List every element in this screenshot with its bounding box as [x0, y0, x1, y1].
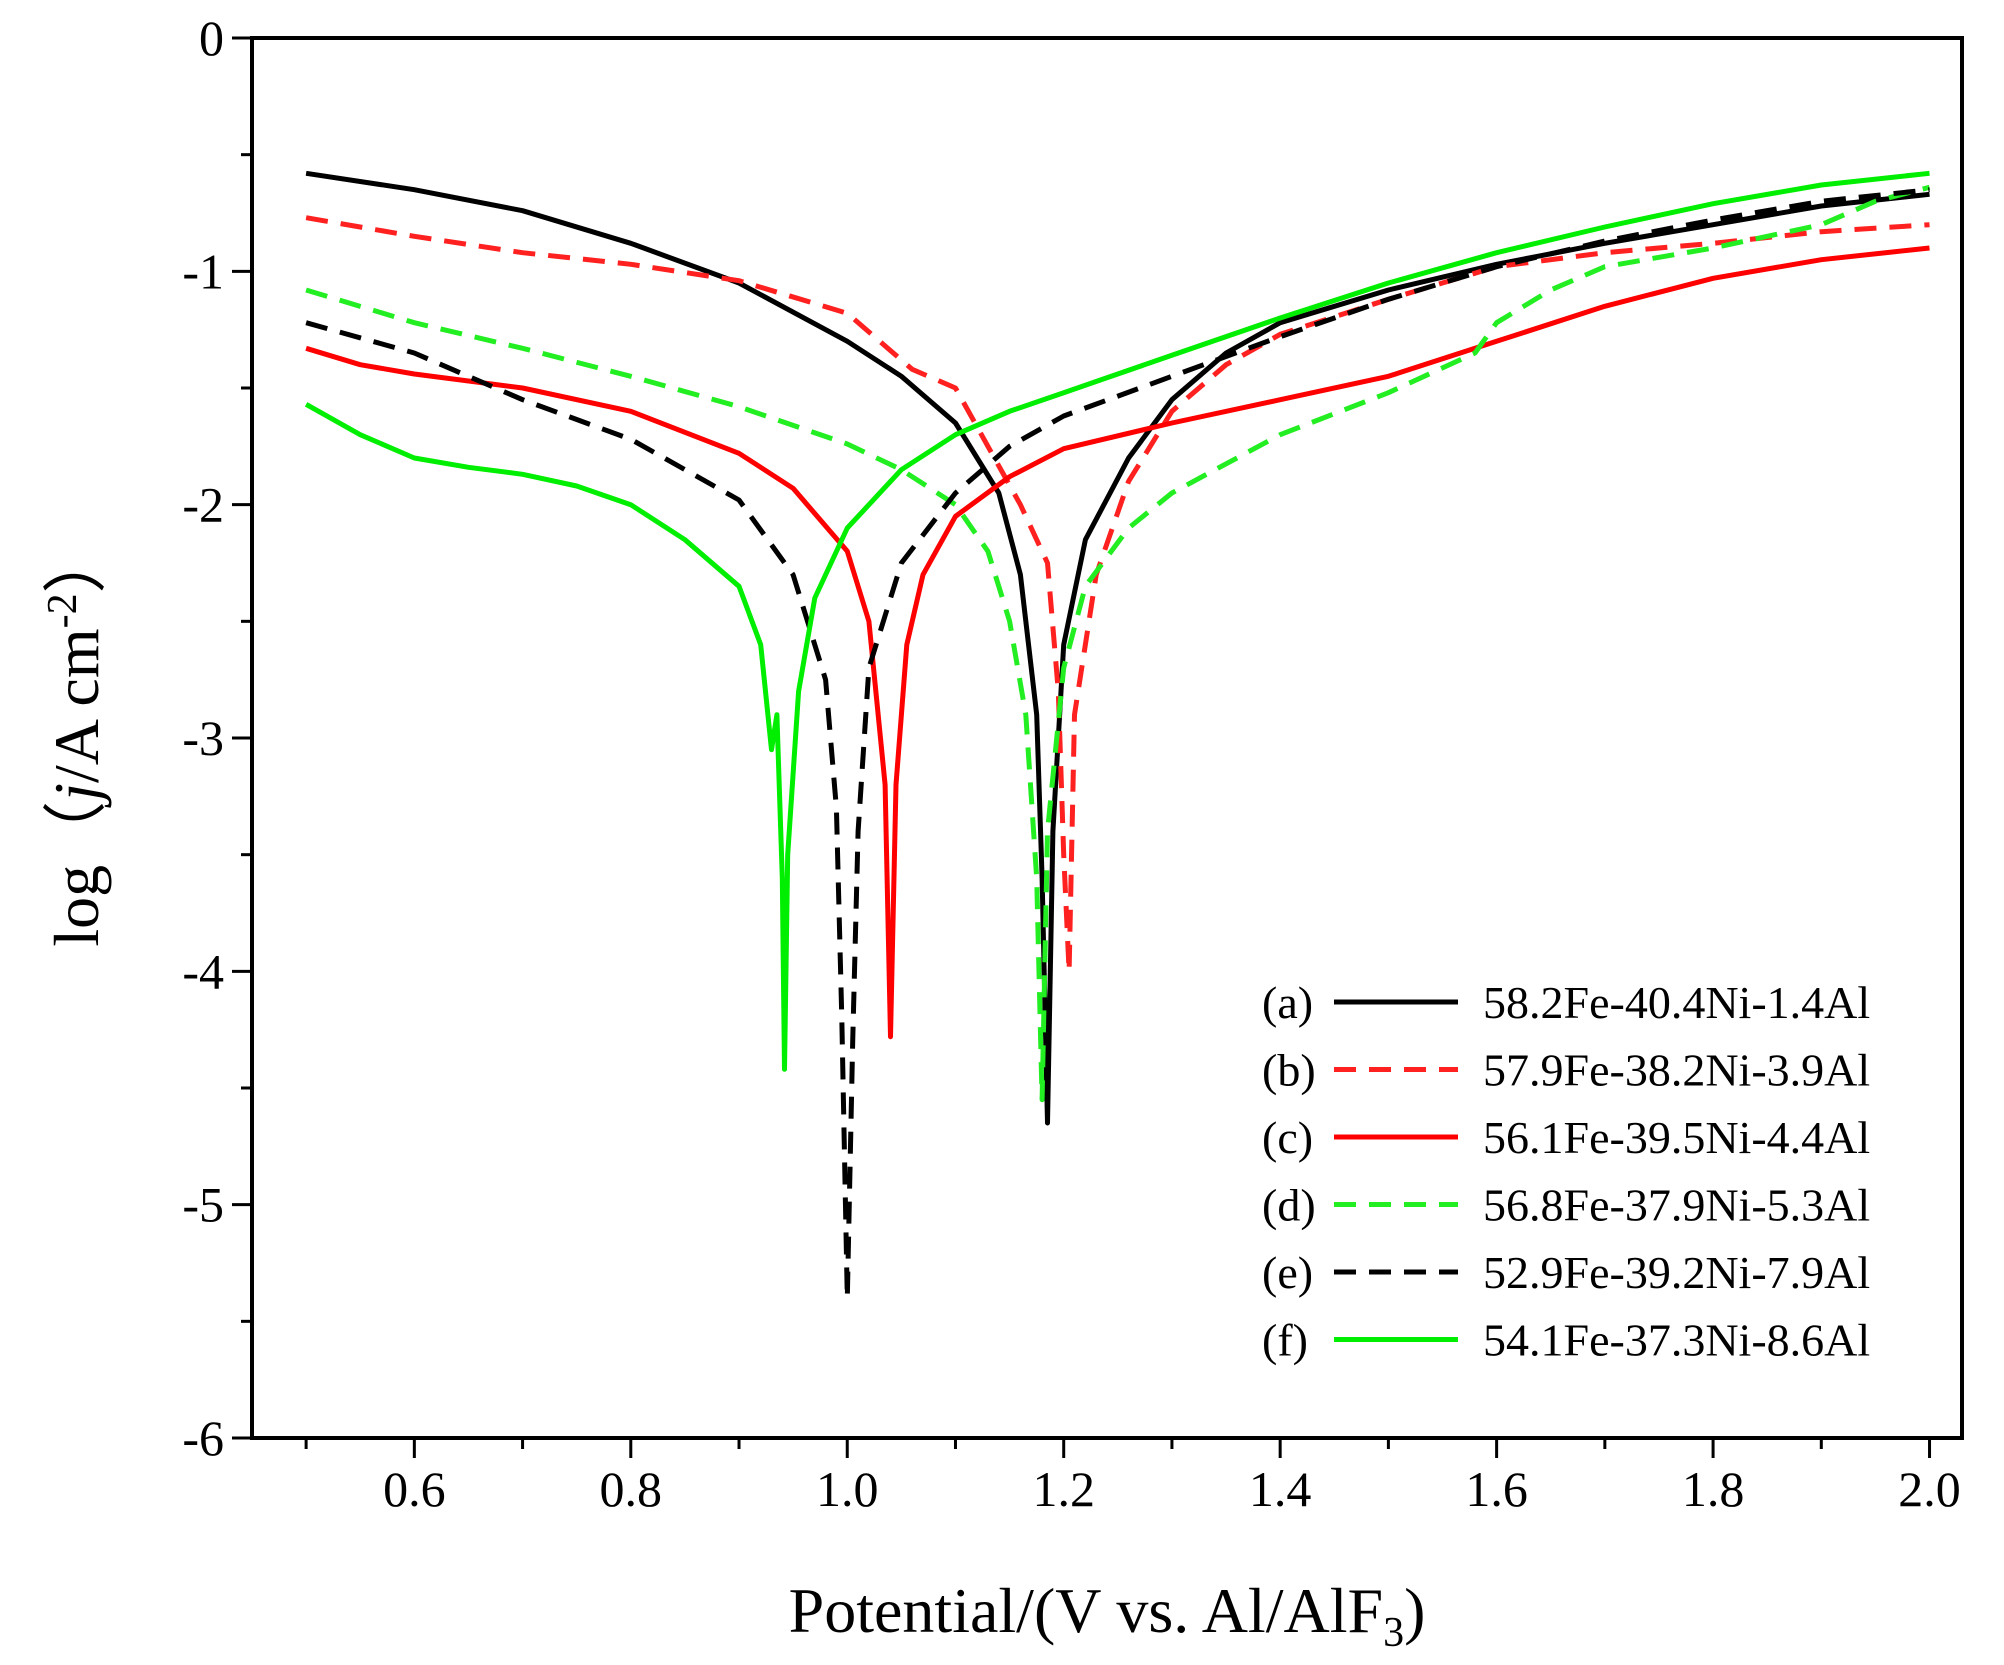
x-axis-title: Potential/(V vs. Al/AlF3)	[789, 1575, 1426, 1656]
series-line-6	[304, 170, 1930, 1072]
legend-tag: (f)	[1262, 1315, 1308, 1366]
series-line-4	[305, 184, 1931, 1103]
axis-ticks	[232, 36, 1932, 1458]
legend-label: 56.1Fe-39.5Ni-4.4Al	[1483, 1112, 1870, 1163]
y-tick-label: -5	[182, 1177, 224, 1233]
legend-tag: (e)	[1262, 1247, 1313, 1298]
legend-label: 57.9Fe-38.2Ni-3.9Al	[1483, 1045, 1870, 1096]
y-tick-label: -1	[182, 243, 224, 299]
series-group	[304, 170, 1931, 1301]
x-tick-label: 0.8	[600, 1461, 663, 1517]
y-tick-label: -2	[182, 477, 224, 533]
series-line-3	[305, 245, 1930, 1040]
legend-tag: (c)	[1262, 1112, 1313, 1163]
series-line-5	[305, 187, 1930, 1301]
x-tick-label: 0.6	[383, 1461, 446, 1517]
legend-label: 58.2Fe-40.4Ni-1.4Al	[1483, 977, 1870, 1028]
legend-label: 52.9Fe-39.2Ni-7.9Al	[1483, 1247, 1870, 1298]
legend-label: 54.1Fe-37.3Ni-8.6Al	[1483, 1315, 1870, 1366]
y-tick-label: -6	[182, 1410, 224, 1466]
y-tick-label: -3	[182, 710, 224, 766]
series-line-1	[305, 170, 1930, 1126]
legend-tag: (d)	[1262, 1180, 1316, 1231]
legend-tag: (a)	[1262, 977, 1313, 1028]
x-tick-label: 1.8	[1682, 1461, 1745, 1517]
x-tick-label: 1.6	[1465, 1461, 1528, 1517]
axis-tick-labels: 0.6 0.8 1.0 1.2 1.4 1.6 1.8 2.0 0 -1 -2 -3 -4 -5 -6	[182, 10, 1960, 1517]
legend: (a) 58.2Fe-40.4Ni-1.4Al (b) 57.9Fe-38.2Ni-3…	[1262, 977, 1870, 1366]
legend-label: 56.8Fe-37.9Ni-5.3Al	[1483, 1180, 1870, 1231]
legend-tag: (b)	[1262, 1045, 1316, 1096]
x-tick-label: 2.0	[1898, 1461, 1961, 1517]
x-tick-label: 1.0	[816, 1461, 879, 1517]
y-tick-label: 0	[199, 10, 224, 66]
y-axis-title: log（j/A cm-2）	[40, 529, 112, 946]
x-tick-label: 1.2	[1032, 1461, 1095, 1517]
series-line-2	[305, 215, 1930, 974]
x-tick-label: 1.4	[1249, 1461, 1312, 1517]
y-tick-label: -4	[182, 943, 224, 999]
